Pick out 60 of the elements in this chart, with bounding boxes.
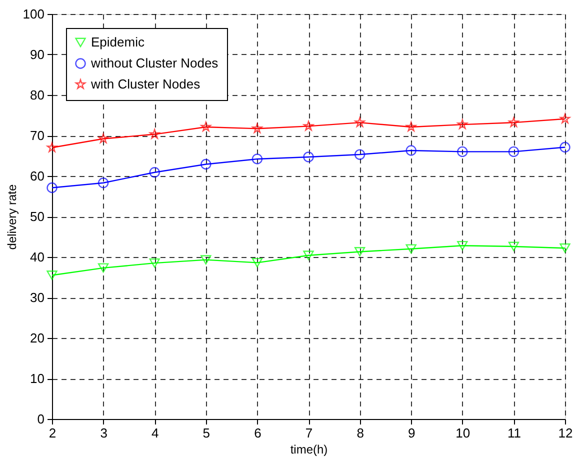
y-tick-label: 80 [30,88,44,102]
point [406,122,416,132]
x-tick-label: 12 [558,426,573,440]
point [406,145,416,156]
x-tick-label: 4 [151,426,159,440]
point [252,258,263,268]
point [200,122,212,132]
point [149,258,160,268]
x-tick-label: 7 [305,426,313,440]
point [354,117,365,127]
point [508,117,519,127]
y-tick-label: 70 [30,128,44,143]
point [200,255,212,265]
y-axis-title: delivery rate [4,184,19,250]
y-tick-label: 20 [30,330,44,346]
point [46,142,58,152]
y-tick-label: 50 [30,209,44,224]
point [303,250,314,260]
point [560,114,570,124]
point [303,152,314,162]
point [149,167,160,178]
point [252,154,263,164]
point [354,149,366,160]
point [200,158,212,170]
y-tick-label: 40 [30,250,44,264]
point [457,240,468,250]
point [508,242,520,252]
point [303,120,314,131]
point [252,123,262,134]
legend-label: Epidemic [91,34,145,50]
x-tick-label: 5 [202,426,210,440]
point [46,270,58,280]
point [560,142,570,153]
x-tick-label: 3 [100,426,108,440]
point [406,244,416,254]
y-tick-label: 60 [30,168,44,184]
legend-label: with Cluster Nodes [90,76,201,92]
point [98,263,109,273]
x-tick-label: 11 [507,426,521,440]
x-tick-label: 6 [254,426,262,440]
point [457,119,468,130]
point [508,146,520,158]
point [149,128,160,139]
y-tick-label: 10 [30,371,44,386]
y-tick-label: 100 [22,6,44,22]
x-axis-title: time(h) [290,442,328,456]
point [354,247,366,256]
point [46,182,58,194]
x-tick-label: 8 [356,426,364,440]
y-tick-label: 90 [30,47,44,62]
point [457,146,468,158]
legend-label: without Cluster Nodes [90,56,219,70]
x-tick-label: 2 [48,426,56,440]
point [560,243,570,253]
y-tick-label: 0 [37,412,44,426]
point [98,133,108,144]
point [98,178,109,188]
x-tick-label: 10 [456,426,470,440]
y-tick-label: 30 [30,290,44,305]
x-tick-label: 9 [408,426,416,440]
